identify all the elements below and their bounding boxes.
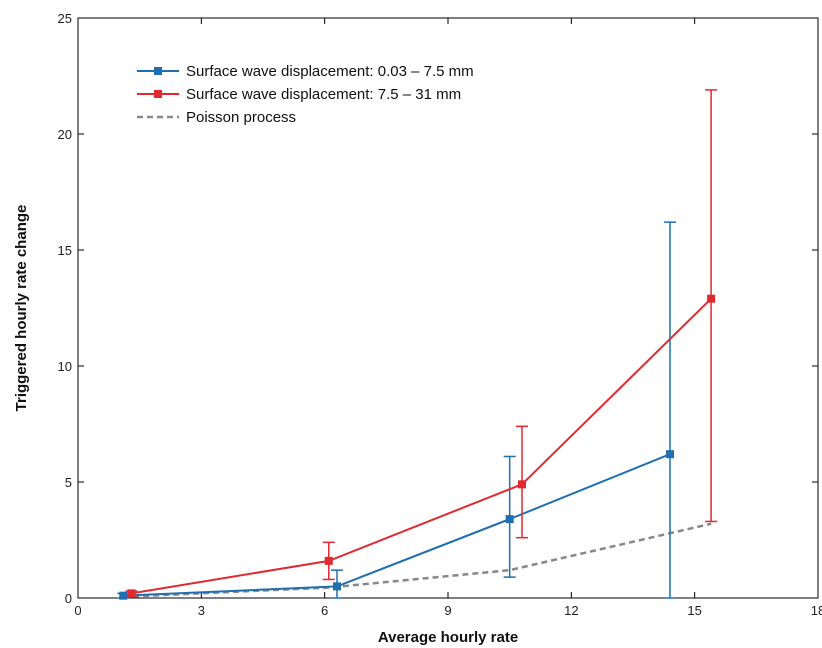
legend-marker: [154, 67, 162, 75]
x-tick-label: 12: [564, 603, 578, 618]
data-point: [324, 556, 333, 565]
data-point: [505, 515, 514, 524]
series-layer: [117, 89, 718, 600]
data-point: [707, 294, 716, 303]
x-tick-label: 9: [444, 603, 451, 618]
y-tick-label: 5: [65, 475, 72, 490]
y-tick-label: 25: [58, 11, 72, 26]
data-point: [127, 589, 136, 598]
legend-label: Surface wave displacement: 7.5 – 31 mm: [186, 86, 461, 103]
series-1: [125, 89, 718, 598]
data-point: [666, 450, 674, 459]
data-point: [333, 582, 341, 591]
legend-marker: [154, 90, 162, 98]
y-tick-label: 15: [58, 243, 72, 258]
legend-label: Poisson process: [186, 109, 296, 126]
x-tick-label: 6: [321, 603, 328, 618]
x-tick-label: 18: [811, 603, 822, 618]
data-point: [518, 480, 526, 489]
data-point: [119, 591, 128, 600]
y-tick-label: 20: [58, 127, 72, 142]
y-tick-label: 10: [58, 359, 72, 374]
x-tick-label: 0: [74, 603, 81, 618]
series-0: [117, 221, 676, 600]
legend-label: Surface wave displacement: 0.03 – 7.5 mm: [186, 63, 474, 80]
plot-area: [77, 17, 819, 599]
x-tick-label: 15: [687, 603, 701, 618]
series-line: [131, 298, 712, 595]
series-line: [123, 453, 671, 597]
x-tick-label: 3: [198, 603, 205, 618]
x-axis-title: Average hourly rate: [378, 629, 518, 646]
y-axis-title: Triggered hourly rate change: [13, 205, 30, 412]
legend: Surface wave displacement: 0.03 – 7.5 mm…: [137, 63, 474, 126]
y-tick-label: 0: [65, 591, 72, 606]
axis-ticks: 0 3 6 9 12 15 18 0 5 10 15 20 25: [58, 11, 822, 618]
